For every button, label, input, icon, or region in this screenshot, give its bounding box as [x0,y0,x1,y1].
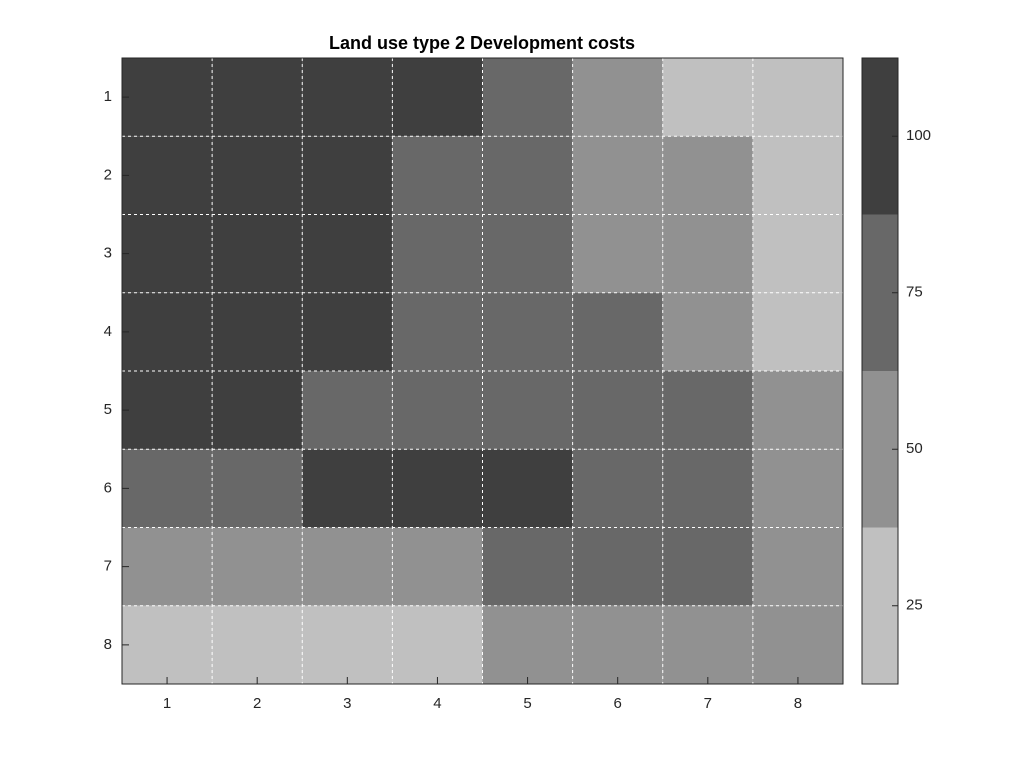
x-tick-label: 8 [794,695,802,712]
heatmap-cell [302,527,393,606]
heatmap-cell [752,449,843,528]
heatmap-cell [122,292,213,371]
heatmap-cell [662,292,753,371]
heatmap-cell [662,214,753,293]
heatmap-cell [212,58,303,137]
heatmap-cell [212,527,303,606]
heatmap-cell [662,527,753,606]
x-tick-label: 5 [523,695,531,712]
heatmap-cell [572,605,663,684]
heatmap-cell [122,371,213,450]
heatmap-cell [482,449,573,528]
heatmap-cell [752,527,843,606]
heatmap-cell [122,605,213,684]
heatmap-cell [392,605,483,684]
x-tick-label: 1 [163,695,171,712]
heatmap-cell [752,58,843,137]
heatmap-cell [662,371,753,450]
heatmap-cell [392,58,483,137]
y-tick-label: 2 [104,166,112,183]
heatmap-cell [392,136,483,215]
heatmap-cell [662,605,753,684]
heatmap-cell [482,527,573,606]
heatmap-cell [752,292,843,371]
heatmap-cell [212,214,303,293]
heatmap-cell [122,58,213,137]
heatmap-cell [482,371,573,450]
heatmap-cell [302,292,393,371]
heatmap-cell [302,136,393,215]
heatmap-cell [572,371,663,450]
colorbar-tick-label: 100 [906,127,931,144]
x-tick-label: 4 [433,695,441,712]
y-tick-label: 1 [104,88,112,105]
heatmap-cell [662,449,753,528]
heatmap-cell [482,292,573,371]
heatmap-cell [392,527,483,606]
heatmap-cell [572,527,663,606]
heatmap-cell [482,58,573,137]
heatmap-cell [212,136,303,215]
heatmap-cell [572,449,663,528]
y-tick-label: 4 [104,323,112,340]
heatmap-cell [392,449,483,528]
heatmap-cell [122,527,213,606]
plot-frame [121,57,844,685]
colorbar-tick-label: 25 [906,597,923,614]
heatmap-cell [482,605,573,684]
heatmap-cell [302,605,393,684]
y-tick-label: 5 [104,401,112,418]
heatmap-cell [392,371,483,450]
heatmap-cell [302,371,393,450]
heatmap-cell [752,605,843,684]
heatmap-cell [572,58,663,137]
heatmap-cell [482,136,573,215]
heatmap-cell [662,58,753,137]
heatmap-cell [662,136,753,215]
heatmap-cell [392,214,483,293]
x-tick-label: 3 [343,695,351,712]
heatmap-cell [122,449,213,528]
heatmap-cell [752,214,843,293]
heatmap-cell [752,371,843,450]
heatmap-cell [392,292,483,371]
heatmap-cell [212,605,303,684]
y-tick-label: 6 [104,479,112,496]
colorbar-tick-label: 75 [906,284,923,301]
heatmap-cell [572,136,663,215]
heatmap-cell [752,136,843,215]
colorbar-frame [861,57,899,685]
heatmap-cell [302,214,393,293]
heatmap-cell [212,371,303,450]
x-tick-label: 7 [704,695,712,712]
y-tick-label: 8 [104,636,112,653]
colorbar-tick-label: 50 [906,440,923,457]
heatmap-cell [212,449,303,528]
x-tick-label: 2 [253,695,261,712]
heatmap-cell [212,292,303,371]
y-tick-label: 7 [104,558,112,575]
heatmap-cell [482,214,573,293]
chart-title: Land use type 2 Development costs [329,33,635,53]
heatmap-cell [572,292,663,371]
heatmap-cell [572,214,663,293]
y-tick-label: 3 [104,245,112,262]
x-tick-label: 6 [614,695,622,712]
heatmap-cell [302,449,393,528]
heatmap-cell [122,136,213,215]
heatmap-cell [122,214,213,293]
heatmap-cell [302,58,393,137]
